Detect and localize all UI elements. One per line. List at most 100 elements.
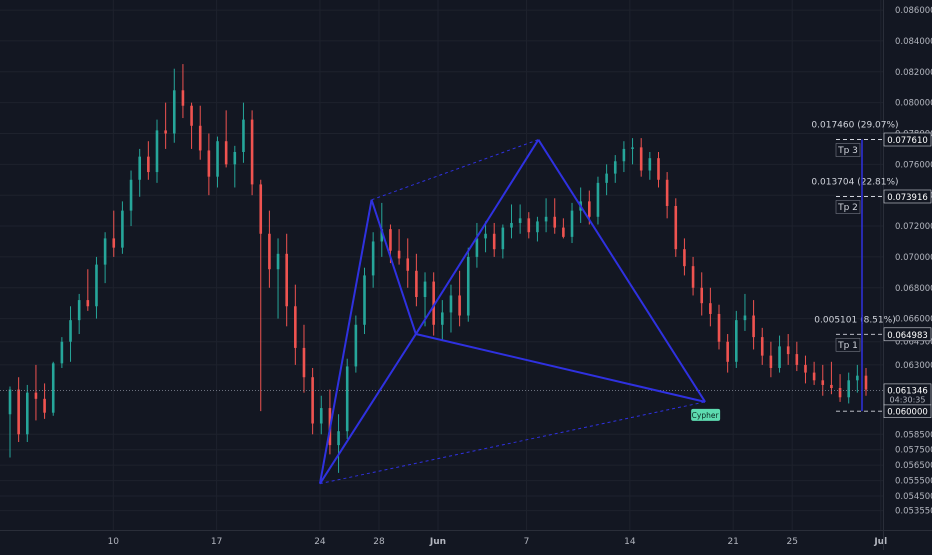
x-tick-label: 25 — [786, 537, 797, 547]
candle-body — [778, 346, 781, 368]
candle-body — [406, 258, 410, 271]
candle-body — [527, 218, 531, 233]
target-diff-label: 0.013704 (22.81%) — [811, 177, 898, 187]
candle-body — [371, 241, 375, 276]
x-tick-label: 28 — [373, 537, 385, 547]
candle-body — [311, 377, 314, 424]
candle-body — [475, 238, 479, 257]
candle-body — [121, 210, 124, 248]
y-tick-label: 0.064500 — [895, 338, 932, 348]
pattern-leg-xa — [318, 199, 373, 484]
candle-body — [319, 408, 323, 424]
x-tick-label: 7 — [524, 537, 530, 547]
candle-body — [709, 303, 712, 314]
target-tag-box — [835, 200, 861, 214]
candle-body — [639, 147, 643, 171]
candle-body — [510, 222, 513, 228]
candle-body — [138, 156, 141, 180]
candle-body — [795, 354, 799, 365]
y-tick-label: 0.057500 — [895, 446, 932, 456]
candle-body — [657, 158, 660, 180]
pattern-leg-xb — [319, 333, 417, 485]
target-tag: Tp 1 — [837, 341, 858, 351]
candle-body — [760, 337, 764, 356]
current-price-label: 0.061346 — [887, 386, 928, 396]
candle-body — [856, 375, 859, 381]
pattern-leg-bc — [415, 139, 540, 335]
target-tag-box — [835, 337, 861, 352]
candle-body — [112, 238, 116, 248]
candle-body — [242, 119, 245, 153]
candle-body — [743, 315, 747, 321]
candle-body — [294, 306, 297, 348]
candle-body — [536, 221, 539, 233]
candle-body — [363, 275, 366, 325]
candle-body — [613, 161, 617, 174]
candle-body — [735, 320, 738, 362]
candle-body — [622, 148, 626, 162]
target-tag: Tp 2 — [837, 203, 858, 213]
y-tick-label: 0.054500 — [895, 492, 932, 502]
candle-body — [198, 125, 202, 151]
candle-body — [691, 266, 695, 288]
y-tick-label: 0.086000 — [895, 6, 932, 16]
candle-body — [441, 312, 444, 325]
candle-body — [147, 156, 150, 173]
candle-body — [726, 341, 729, 362]
x-tick-label: Jul — [873, 537, 887, 547]
candle-body — [812, 372, 816, 381]
candle-body — [570, 210, 574, 237]
target-price-label: 0.077610 — [887, 136, 928, 146]
candle-body — [337, 431, 340, 446]
y-tick-label: 0.072000 — [895, 222, 932, 232]
candle-body — [830, 384, 833, 389]
candle-body — [864, 375, 868, 390]
candle-body — [224, 141, 228, 165]
candle-body — [466, 256, 470, 316]
candle-body — [484, 233, 487, 239]
y-tick-label: 0.076000 — [895, 160, 932, 170]
candle-body — [501, 227, 505, 250]
candle-body — [596, 182, 600, 217]
candle-body — [847, 380, 851, 398]
candle-body — [164, 130, 167, 134]
candle-body — [51, 363, 55, 413]
target-price-label-box — [883, 189, 932, 204]
y-tick-label: 0.068000 — [895, 284, 932, 294]
candle-body — [397, 250, 401, 259]
candle-body — [276, 253, 280, 270]
candle-body — [190, 105, 193, 126]
x-tick-label: 10 — [108, 537, 120, 547]
candle-body — [60, 341, 64, 364]
candle-body — [207, 150, 211, 177]
candle-body — [717, 313, 721, 342]
candle-body — [769, 355, 773, 368]
candle-body — [665, 179, 669, 206]
candle-body — [216, 141, 219, 177]
candle-body — [648, 158, 652, 171]
candle-body — [77, 300, 81, 321]
y-tick-label: 0.058500 — [895, 430, 932, 440]
target-price-label-box — [883, 132, 932, 147]
candle-body — [674, 205, 678, 250]
x-tick-label: 24 — [314, 537, 326, 547]
target-diff-label: 0.017460 (29.07%) — [811, 121, 898, 131]
candle-body — [259, 184, 263, 234]
candle-body — [43, 398, 46, 413]
target-tag: Tp 3 — [837, 146, 858, 156]
candle-body — [518, 218, 522, 223]
candle-body — [345, 366, 349, 432]
candle-body — [449, 295, 453, 313]
candle-body — [103, 238, 107, 265]
y-tick-label: 0.084000 — [895, 37, 932, 47]
y-tick-label: 0.082000 — [895, 68, 932, 78]
candle-body — [492, 233, 496, 250]
candle-body — [25, 392, 29, 435]
candle-body — [95, 264, 98, 307]
candle-body — [458, 295, 461, 316]
candle-body — [544, 216, 548, 222]
current-price-box — [883, 383, 932, 406]
